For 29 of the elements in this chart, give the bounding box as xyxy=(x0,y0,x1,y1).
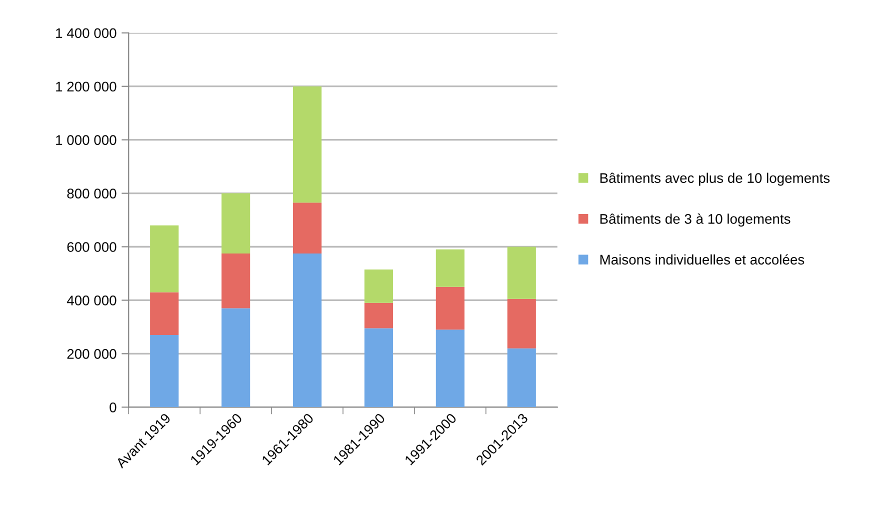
bar xyxy=(150,334,179,408)
bar xyxy=(364,269,394,303)
legend-label: Bâtiments de 3 à 10 logements xyxy=(600,213,790,227)
bar xyxy=(364,328,394,408)
y-tick-label: 200 000 xyxy=(67,349,116,359)
y-tick-label: 400 000 xyxy=(66,296,116,306)
bar xyxy=(436,286,464,330)
legend-label: Bâtiments avec plus de 10 logements xyxy=(600,172,830,186)
bar xyxy=(507,348,536,408)
bar xyxy=(364,302,394,328)
y-tick-label: 1 000 000 xyxy=(56,135,116,145)
y-tick-label: 800 000 xyxy=(67,188,116,198)
bar xyxy=(222,308,250,408)
bar xyxy=(436,330,464,408)
bar xyxy=(436,249,464,287)
bar xyxy=(292,86,322,203)
bar xyxy=(222,193,250,254)
bar xyxy=(507,246,536,299)
bar xyxy=(222,253,250,308)
bar xyxy=(150,225,179,292)
bar xyxy=(292,202,322,254)
y-tick-label: 1 400 000 xyxy=(56,28,116,38)
y-tick-label: 0 xyxy=(110,402,116,412)
bar xyxy=(507,298,536,348)
y-tick-label: 600 000 xyxy=(67,242,116,252)
y-tick-label: 1 200 000 xyxy=(56,82,116,92)
legend-label: Maisons individuelles et accolées xyxy=(600,254,804,265)
bar xyxy=(292,253,322,408)
bar xyxy=(150,292,179,335)
